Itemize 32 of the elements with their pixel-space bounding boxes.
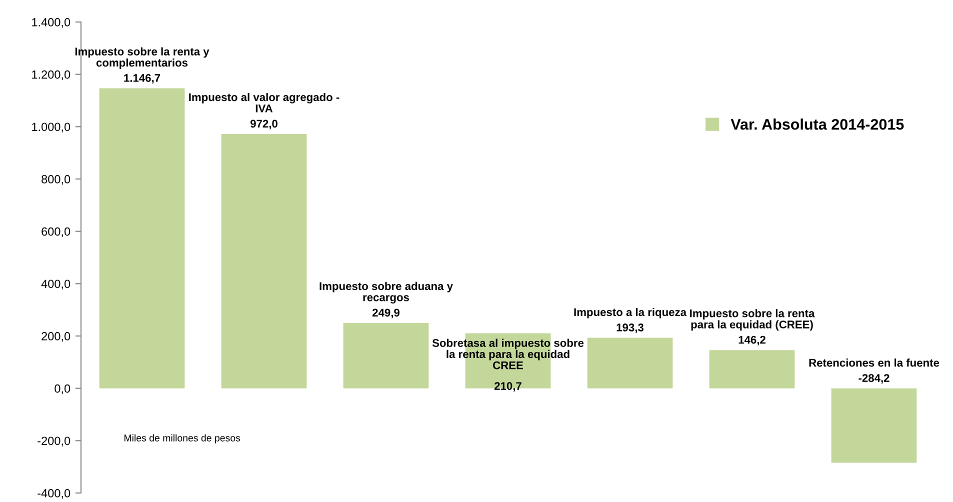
bar xyxy=(343,322,429,388)
legend-label: Var. Absoluta 2014-2015 xyxy=(730,118,904,130)
y-tick-label: -400,0 xyxy=(38,489,70,499)
y-tick-label: 200,0 xyxy=(42,332,70,342)
x-tick-label: Impuesto sobre aduana y recargos xyxy=(320,282,453,304)
data-label: 1.146,7 xyxy=(124,74,160,84)
bar xyxy=(587,338,673,388)
x-tick-label: Impuesto al valor agregado - IVA xyxy=(189,92,340,112)
bar xyxy=(99,88,185,388)
data-label: 210,7 xyxy=(494,382,522,392)
y-tick-label: 1.000,0 xyxy=(32,122,70,132)
x-tick-label: Impuesto a la riqueza xyxy=(574,308,687,318)
y-tick-label: 0,0 xyxy=(54,384,70,394)
data-label: 146,2 xyxy=(738,336,766,346)
y-tick-label: 600,0 xyxy=(42,227,70,238)
y-tick-label: -200,0 xyxy=(38,436,70,446)
y-tick-label: 800,0 xyxy=(42,175,70,185)
x-tick-label: Sobretasa al impuesto sobre la renta para la equidad CREE xyxy=(432,338,584,370)
y-tick-label: 1.200,0 xyxy=(32,70,70,80)
data-label: 972,0 xyxy=(250,120,278,130)
data-label: 193,3 xyxy=(616,324,644,333)
data-label: 249,9 xyxy=(372,308,400,318)
x-tick-label: Impuesto sobre la renta y complementarios xyxy=(75,47,210,69)
x-tick-label: Retenciones en la fuente xyxy=(809,358,940,367)
y-tick-label: 1.400,0 xyxy=(32,18,70,28)
bar xyxy=(831,388,917,463)
bar xyxy=(709,350,795,388)
bar xyxy=(221,134,307,388)
x-tick-label: Impuesto sobre la renta para la equidad (CREE) xyxy=(690,309,815,331)
y-tick-label: 400,0 xyxy=(41,280,70,290)
data-label: -284,2 xyxy=(858,374,890,384)
annotation: Miles de millones de pesos xyxy=(124,434,240,444)
